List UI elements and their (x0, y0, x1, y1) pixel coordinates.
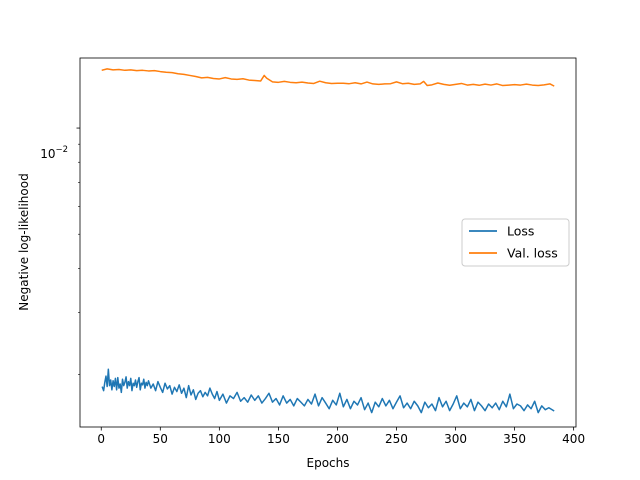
x-axis-ticks: 0 50 100 150 200 250 300 350 400 (97, 427, 585, 446)
y-axis-label: Negative log-likelihood (17, 173, 31, 310)
legend-label-loss: Loss (507, 224, 534, 239)
series-layer (101, 68, 555, 414)
x-tick-label: 50 (153, 432, 168, 446)
series-line-loss (101, 368, 555, 414)
y-tick-label-exponent: −2 (55, 145, 68, 155)
series-line-val-loss (101, 68, 555, 87)
x-tick-label: 150 (267, 432, 290, 446)
x-tick-label: 200 (326, 432, 349, 446)
plot-frame (79, 57, 577, 428)
x-tick-label: 300 (444, 432, 467, 446)
x-tick-label: 350 (503, 432, 526, 446)
x-tick-label: 250 (385, 432, 408, 446)
y-tick-label-base: 10 (40, 147, 55, 161)
y-tick-label-major: 10−2 (40, 145, 68, 161)
x-tick-label: 100 (208, 432, 231, 446)
x-tick-label: 0 (97, 432, 105, 446)
x-axis-label: Epochs (307, 456, 350, 470)
x-tick-label: 400 (562, 432, 585, 446)
legend: Loss Val. loss (461, 218, 570, 267)
legend-label-val-loss: Val. loss (507, 246, 558, 261)
